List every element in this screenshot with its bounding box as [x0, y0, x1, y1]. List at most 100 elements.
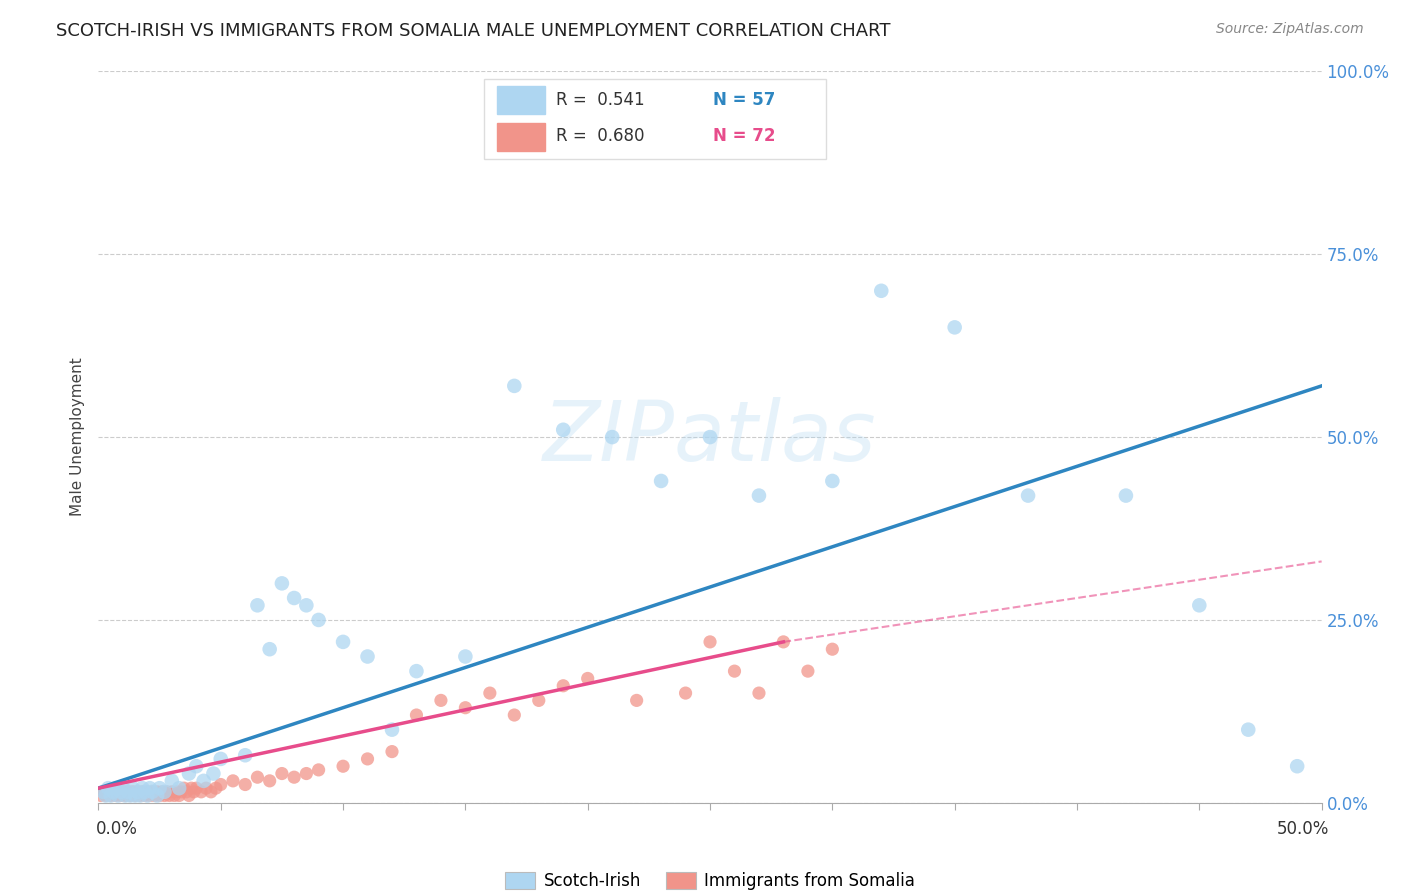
- Point: [1286, 759, 1309, 773]
- Point: [114, 789, 136, 803]
- Point: [139, 781, 162, 796]
- Point: [748, 686, 770, 700]
- Point: [553, 423, 575, 437]
- Point: [186, 759, 208, 773]
- Point: [117, 785, 139, 799]
- Point: [110, 785, 132, 799]
- Point: [1237, 723, 1260, 737]
- Point: [94, 789, 117, 803]
- Point: [308, 763, 330, 777]
- Point: [503, 708, 526, 723]
- Point: [821, 642, 844, 657]
- Point: [699, 430, 721, 444]
- Point: [107, 785, 129, 799]
- Legend: Scotch-Irish, Immigrants from Somalia: Scotch-Irish, Immigrants from Somalia: [498, 865, 922, 892]
- Point: [117, 785, 139, 799]
- Point: [129, 789, 152, 803]
- Point: [195, 781, 218, 796]
- Point: [146, 789, 169, 803]
- Y-axis label: Male Unemployment: Male Unemployment: [70, 358, 86, 516]
- Point: [124, 789, 146, 803]
- Point: [124, 789, 146, 803]
- Point: [209, 752, 232, 766]
- Point: [200, 785, 222, 799]
- Point: [183, 785, 205, 799]
- Point: [150, 785, 173, 799]
- Point: [332, 759, 354, 773]
- Point: [283, 770, 305, 784]
- Point: [246, 770, 269, 784]
- Point: [163, 789, 186, 803]
- Point: [149, 789, 172, 803]
- Point: [186, 781, 208, 796]
- Point: [332, 635, 354, 649]
- Point: [356, 752, 378, 766]
- Point: [600, 430, 623, 444]
- Point: [120, 789, 142, 803]
- Point: [104, 789, 127, 803]
- Point: [157, 789, 180, 803]
- Point: [100, 789, 122, 803]
- Point: [748, 489, 770, 503]
- Point: [146, 785, 169, 799]
- Point: [503, 379, 526, 393]
- Point: [193, 773, 215, 788]
- Point: [136, 789, 159, 803]
- Point: [160, 785, 183, 799]
- Point: [134, 785, 156, 799]
- Point: [134, 789, 156, 803]
- Point: [153, 785, 176, 799]
- Point: [127, 785, 149, 799]
- Point: [222, 773, 245, 788]
- Point: [233, 777, 256, 792]
- Point: [270, 766, 294, 780]
- Text: ZIPatlas: ZIPatlas: [543, 397, 877, 477]
- Point: [121, 781, 143, 796]
- Point: [143, 789, 166, 803]
- Point: [141, 785, 163, 799]
- Point: [104, 781, 127, 796]
- Point: [202, 766, 225, 780]
- Point: [94, 789, 117, 803]
- Point: [91, 785, 114, 799]
- Point: [650, 474, 672, 488]
- Point: [97, 781, 120, 796]
- Point: [177, 766, 200, 780]
- Point: [180, 781, 202, 796]
- Point: [723, 664, 745, 678]
- Point: [136, 785, 159, 799]
- Point: [259, 642, 281, 657]
- Point: [131, 781, 153, 796]
- Point: [156, 785, 179, 799]
- Point: [160, 773, 183, 788]
- Point: [283, 591, 305, 605]
- Point: [699, 635, 721, 649]
- Point: [111, 785, 134, 799]
- Point: [821, 474, 844, 488]
- Point: [127, 785, 149, 799]
- Point: [772, 635, 794, 649]
- Point: [114, 789, 136, 803]
- Point: [1115, 489, 1137, 503]
- Point: [173, 781, 195, 796]
- Point: [176, 785, 198, 799]
- Point: [100, 789, 122, 803]
- Point: [405, 664, 427, 678]
- Point: [454, 649, 477, 664]
- Point: [626, 693, 648, 707]
- Point: [153, 789, 176, 803]
- Point: [170, 785, 193, 799]
- Point: [139, 789, 162, 803]
- Point: [91, 785, 114, 799]
- Text: 0.0%: 0.0%: [96, 820, 138, 838]
- Point: [356, 649, 378, 664]
- Point: [430, 693, 453, 707]
- Text: Source: ZipAtlas.com: Source: ZipAtlas.com: [1216, 22, 1364, 37]
- Point: [107, 789, 129, 803]
- Point: [1188, 599, 1211, 613]
- Point: [553, 679, 575, 693]
- Point: [101, 785, 124, 799]
- Point: [295, 766, 318, 780]
- Point: [101, 785, 124, 799]
- Point: [111, 781, 134, 796]
